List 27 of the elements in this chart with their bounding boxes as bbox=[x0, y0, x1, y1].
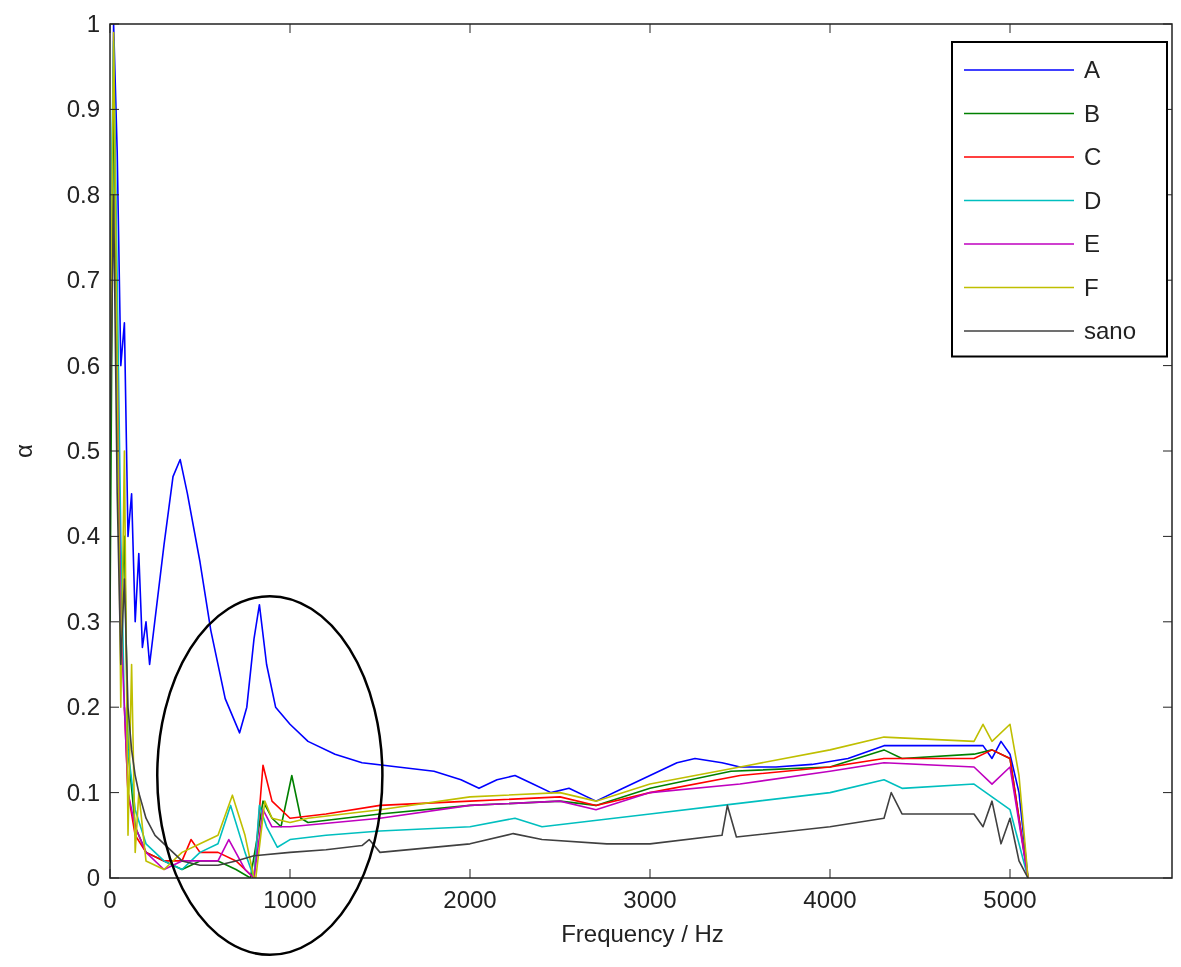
x-tick-label: 0 bbox=[103, 886, 117, 913]
legend-label: sano bbox=[1084, 317, 1137, 344]
legend-label: C bbox=[1084, 143, 1102, 170]
x-tick-label: 2000 bbox=[443, 886, 497, 913]
y-tick-label: 0.9 bbox=[66, 95, 100, 123]
legend-label: B bbox=[1084, 99, 1101, 127]
x-tick-label: 5000 bbox=[983, 886, 1037, 913]
y-tick-label: 0.5 bbox=[66, 437, 100, 464]
x-tick-label: 4000 bbox=[803, 886, 857, 913]
y-tick-label: 0.6 bbox=[66, 351, 100, 379]
y-tick-label: 0.1 bbox=[66, 778, 100, 806]
line-series bbox=[110, 194, 1029, 878]
y-tick-label: 1 bbox=[86, 10, 100, 37]
legend-label: E bbox=[1084, 230, 1101, 257]
legend-label: F bbox=[1084, 273, 1099, 301]
y-axis-title: α bbox=[10, 443, 37, 458]
y-tick-label: 0.7 bbox=[66, 266, 100, 294]
y-tick-label: 0.4 bbox=[66, 522, 100, 550]
y-tick-label: 0.2 bbox=[66, 693, 100, 721]
y-tick-label: 0.8 bbox=[66, 180, 100, 208]
x-axis-title: Frequency / Hz bbox=[561, 920, 724, 947]
y-tick-label: 0.3 bbox=[66, 607, 100, 635]
legend-label: A bbox=[1084, 56, 1101, 83]
x-tick-label: 1000 bbox=[263, 886, 317, 913]
legend-label: D bbox=[1084, 186, 1102, 214]
x-tick-label: 3000 bbox=[623, 886, 677, 913]
y-tick-label: 0 bbox=[86, 864, 100, 891]
